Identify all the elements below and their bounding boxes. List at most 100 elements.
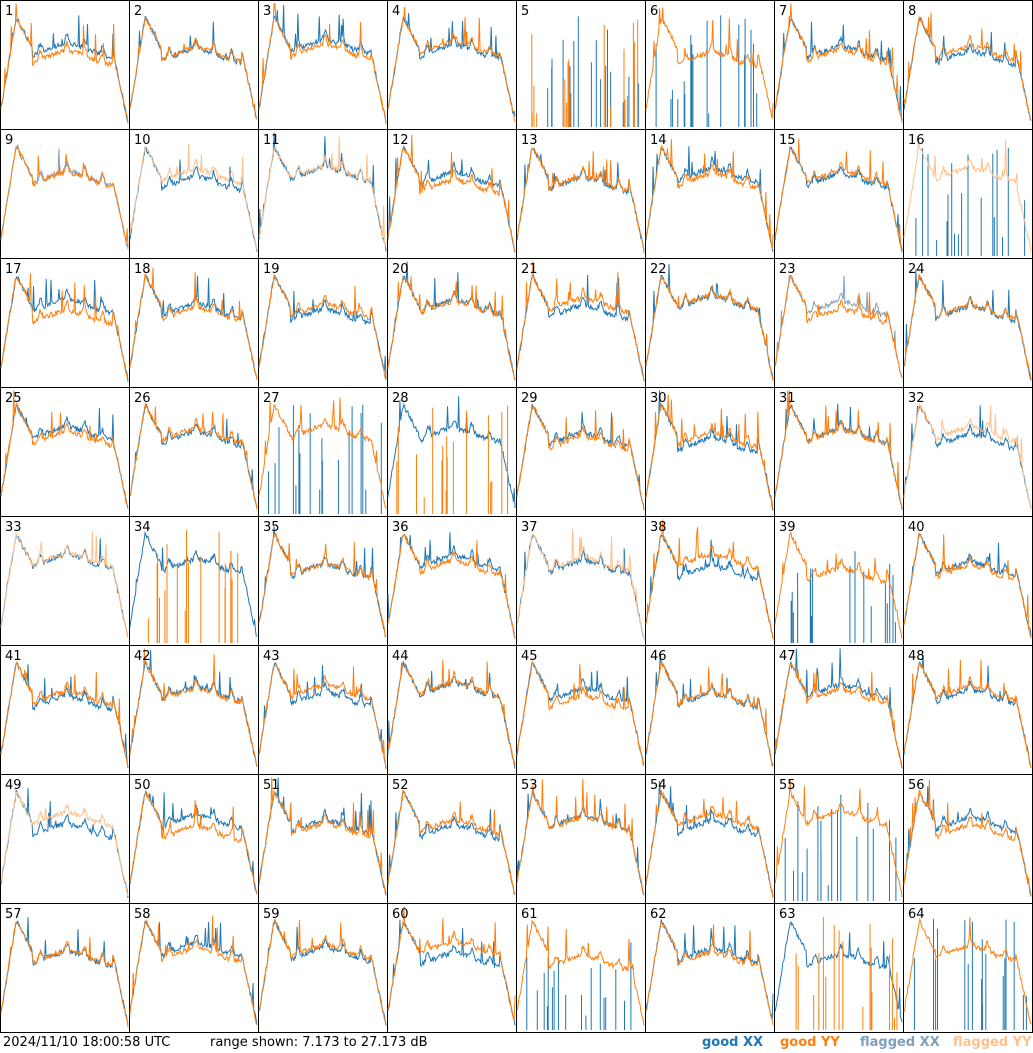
panel-60: 60 <box>387 903 517 1033</box>
yy-trace <box>387 276 516 381</box>
panel-label: 9 <box>5 133 13 148</box>
panel-frame <box>774 774 904 904</box>
yy-trace <box>387 134 516 252</box>
panel-25: 25 <box>0 387 130 517</box>
yy-trace <box>516 660 645 767</box>
yy-trace <box>0 390 129 507</box>
panel-42: 42 <box>129 645 259 775</box>
panel-38: 38 <box>645 516 775 646</box>
panel-47: 47 <box>774 645 904 775</box>
yy-trace <box>147 530 239 643</box>
panel-label: 57 <box>5 907 22 922</box>
panel-18: 18 <box>129 258 259 388</box>
panel-61: 61 <box>516 903 646 1033</box>
yy-trace <box>516 919 645 1026</box>
panel-46: 46 <box>645 645 775 775</box>
panel-57: 57 <box>0 903 130 1033</box>
panel-17: 17 <box>0 258 130 388</box>
yy-trace <box>774 390 903 509</box>
panel-frame <box>0 903 130 1033</box>
panel-label: 26 <box>134 391 151 406</box>
yy-trace <box>258 532 387 637</box>
panel-5: 5 <box>516 0 646 130</box>
xx-trace <box>258 4 387 123</box>
panel-frame <box>0 129 130 259</box>
panel-37: 37 <box>516 516 646 646</box>
legend-good-xx: good XX <box>702 1035 764 1050</box>
panel-label: 3 <box>263 4 271 19</box>
panel-frame <box>387 903 517 1033</box>
yy-trace <box>387 660 516 766</box>
panel-label: 55 <box>779 778 796 793</box>
yy-trace <box>903 273 1032 380</box>
panel-label: 19 <box>263 262 280 277</box>
yy-trace <box>903 402 1032 509</box>
xx-trace <box>129 15 258 120</box>
panel-label: 35 <box>263 520 280 535</box>
panel-frame <box>129 516 259 646</box>
panel-label: 21 <box>521 262 538 277</box>
panel-63: 63 <box>774 903 904 1033</box>
panel-frame <box>516 0 646 130</box>
legend-flagged-yy: flagged YY <box>953 1035 1032 1050</box>
panel-label: 59 <box>263 907 280 922</box>
panel-24: 24 <box>903 258 1033 388</box>
panel-frame <box>516 774 646 904</box>
panel-64: 64 <box>903 903 1033 1033</box>
panel-54: 54 <box>645 774 775 904</box>
panel-label: 44 <box>392 649 409 664</box>
panel-label: 38 <box>650 520 667 535</box>
yy-trace <box>531 19 639 127</box>
xx-trace <box>645 919 774 1020</box>
yy-trace <box>129 915 258 1025</box>
yy-trace <box>774 138 903 253</box>
yy-trace <box>387 7 516 122</box>
yy-trace <box>0 921 129 1028</box>
panel-label: 47 <box>779 649 796 664</box>
panel-label: 43 <box>263 649 280 664</box>
panel-1: 1 <box>0 0 130 130</box>
panel-frame <box>645 129 775 259</box>
yy-trace <box>0 146 129 250</box>
panel-33: 33 <box>0 516 130 646</box>
panel-frame <box>516 387 646 517</box>
panel-frame <box>387 774 517 904</box>
panel-label: 60 <box>392 907 409 922</box>
panel-frame <box>903 258 1033 388</box>
panel-frame <box>0 516 130 646</box>
yy-trace <box>516 261 645 382</box>
panel-label: 51 <box>263 778 280 793</box>
panel-frame <box>774 387 904 517</box>
yy-trace <box>258 3 387 125</box>
legend-flagged-xx: flagged XX <box>860 1035 940 1050</box>
panel-27: 27 <box>258 387 388 517</box>
xx-trace <box>268 404 382 514</box>
panel-frame <box>129 645 259 775</box>
panel-40: 40 <box>903 516 1033 646</box>
panel-frame <box>0 774 130 904</box>
panel-label: 25 <box>5 391 22 406</box>
panel-frame <box>645 258 775 388</box>
panel-35: 35 <box>258 516 388 646</box>
panel-28: 28 <box>387 387 517 517</box>
xx-trace <box>0 403 129 509</box>
panel-13: 13 <box>516 129 646 259</box>
panel-51: 51 <box>258 774 388 904</box>
yy-trace <box>0 660 129 767</box>
panel-frame <box>645 903 775 1033</box>
panel-frame <box>774 645 904 775</box>
yy-trace <box>396 405 509 514</box>
panel-label: 34 <box>134 520 151 535</box>
panel-55: 55 <box>774 774 904 904</box>
panel-frame <box>129 0 259 130</box>
panel-label: 24 <box>908 262 925 277</box>
panel-15: 15 <box>774 129 904 259</box>
panel-label: 56 <box>908 778 925 793</box>
xx-trace <box>129 790 258 895</box>
panel-label: 4 <box>392 4 400 19</box>
timestamp-label: 2024/11/10 18:00:58 UTC <box>3 1035 171 1050</box>
panel-frame <box>129 129 259 259</box>
panel-48: 48 <box>903 645 1033 775</box>
panel-label: 61 <box>521 907 538 922</box>
